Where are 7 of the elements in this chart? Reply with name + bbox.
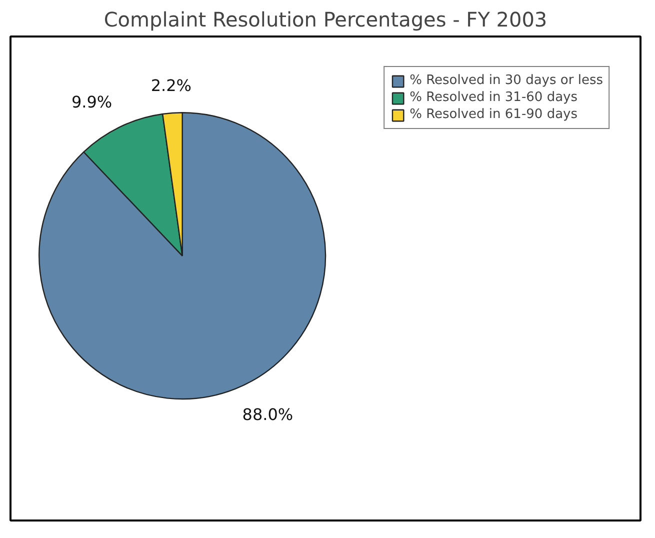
legend-label: % Resolved in 30 days or less [410, 73, 603, 88]
chart-title: Complaint Resolution Percentages - FY 2003 [104, 8, 548, 32]
data-label: 88.0% [242, 405, 294, 424]
legend-label: % Resolved in 31-60 days [410, 90, 578, 105]
legend-label: % Resolved in 61-90 days [410, 107, 578, 122]
data-label: 9.9% [71, 92, 112, 112]
data-label: 2.2% [150, 76, 192, 95]
